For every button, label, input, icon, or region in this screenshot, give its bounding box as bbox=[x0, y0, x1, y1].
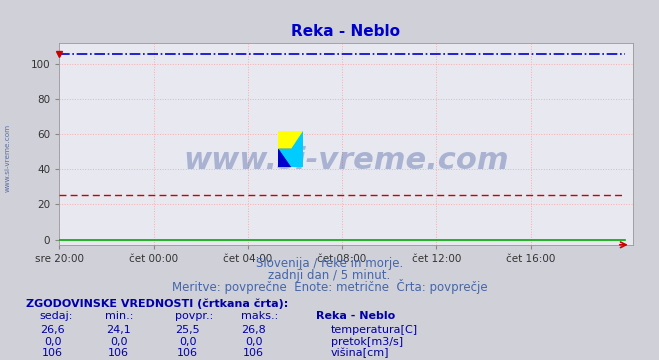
Text: višina[cm]: višina[cm] bbox=[331, 348, 389, 359]
Text: 106: 106 bbox=[177, 348, 198, 359]
Text: Meritve: povprečne  Enote: metrične  Črta: povprečje: Meritve: povprečne Enote: metrične Črta:… bbox=[172, 279, 487, 294]
Text: 106: 106 bbox=[108, 348, 129, 359]
Title: Reka - Neblo: Reka - Neblo bbox=[291, 24, 401, 39]
Polygon shape bbox=[278, 149, 291, 167]
Text: sedaj:: sedaj: bbox=[40, 311, 73, 321]
Text: 24,1: 24,1 bbox=[106, 325, 131, 335]
Text: pretok[m3/s]: pretok[m3/s] bbox=[331, 337, 403, 347]
Text: 0,0: 0,0 bbox=[44, 337, 61, 347]
Bar bbox=[278, 131, 291, 149]
Text: 106: 106 bbox=[42, 348, 63, 359]
Text: ZGODOVINSKE VREDNOSTI (črtkana črta):: ZGODOVINSKE VREDNOSTI (črtkana črta): bbox=[26, 298, 289, 309]
Text: zadnji dan / 5 minut.: zadnji dan / 5 minut. bbox=[268, 269, 391, 282]
Text: temperatura[C]: temperatura[C] bbox=[331, 325, 418, 335]
Text: 25,5: 25,5 bbox=[175, 325, 200, 335]
Polygon shape bbox=[291, 131, 303, 149]
Bar bbox=[278, 149, 303, 167]
Text: Reka - Neblo: Reka - Neblo bbox=[316, 311, 395, 321]
Text: Slovenija / reke in morje.: Slovenija / reke in morje. bbox=[256, 257, 403, 270]
Text: povpr.:: povpr.: bbox=[175, 311, 213, 321]
Polygon shape bbox=[291, 131, 303, 149]
Text: www.si-vreme.com: www.si-vreme.com bbox=[183, 146, 509, 175]
Text: 26,8: 26,8 bbox=[241, 325, 266, 335]
Text: maks.:: maks.: bbox=[241, 311, 278, 321]
Text: 26,6: 26,6 bbox=[40, 325, 65, 335]
Text: 0,0: 0,0 bbox=[245, 337, 262, 347]
Text: 0,0: 0,0 bbox=[179, 337, 196, 347]
Text: 106: 106 bbox=[243, 348, 264, 359]
Text: 0,0: 0,0 bbox=[110, 337, 127, 347]
Polygon shape bbox=[278, 149, 303, 167]
Text: www.si-vreme.com: www.si-vreme.com bbox=[5, 124, 11, 193]
Text: min.:: min.: bbox=[105, 311, 134, 321]
Polygon shape bbox=[291, 131, 303, 149]
